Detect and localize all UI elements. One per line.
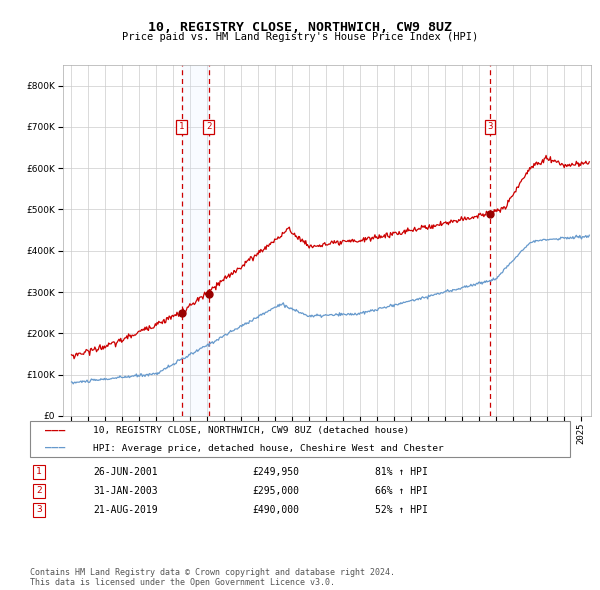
Point — [204, 290, 214, 299]
Text: HPI: Average price, detached house, Cheshire West and Chester: HPI: Average price, detached house, Ches… — [93, 444, 444, 453]
Text: 52% ↑ HPI: 52% ↑ HPI — [375, 505, 428, 514]
Text: 2: 2 — [36, 486, 42, 496]
Text: 10, REGISTRY CLOSE, NORTHWICH, CW9 8UZ (detached house): 10, REGISTRY CLOSE, NORTHWICH, CW9 8UZ (… — [93, 427, 409, 435]
Text: 1: 1 — [36, 467, 42, 477]
Bar — [182, 65, 209, 416]
Text: 66% ↑ HPI: 66% ↑ HPI — [375, 486, 428, 496]
Text: 31-JAN-2003: 31-JAN-2003 — [93, 486, 158, 496]
Point — [177, 308, 187, 317]
Point — [485, 209, 494, 218]
Text: 26-JUN-2001: 26-JUN-2001 — [93, 467, 158, 477]
Text: 21-AUG-2019: 21-AUG-2019 — [93, 505, 158, 514]
Text: £249,950: £249,950 — [252, 467, 299, 477]
Text: 81% ↑ HPI: 81% ↑ HPI — [375, 467, 428, 477]
Text: Contains HM Land Registry data © Crown copyright and database right 2024.
This d: Contains HM Land Registry data © Crown c… — [30, 568, 395, 587]
Text: £490,000: £490,000 — [252, 505, 299, 514]
Text: 2: 2 — [206, 122, 211, 132]
Text: 3: 3 — [487, 122, 493, 132]
Text: ———: ——— — [45, 426, 65, 436]
Text: 10, REGISTRY CLOSE, NORTHWICH, CW9 8UZ: 10, REGISTRY CLOSE, NORTHWICH, CW9 8UZ — [148, 21, 452, 34]
Text: Price paid vs. HM Land Registry's House Price Index (HPI): Price paid vs. HM Land Registry's House … — [122, 32, 478, 42]
Text: £295,000: £295,000 — [252, 486, 299, 496]
Text: 3: 3 — [36, 505, 42, 514]
Text: ———: ——— — [45, 443, 65, 453]
Text: 1: 1 — [179, 122, 184, 132]
